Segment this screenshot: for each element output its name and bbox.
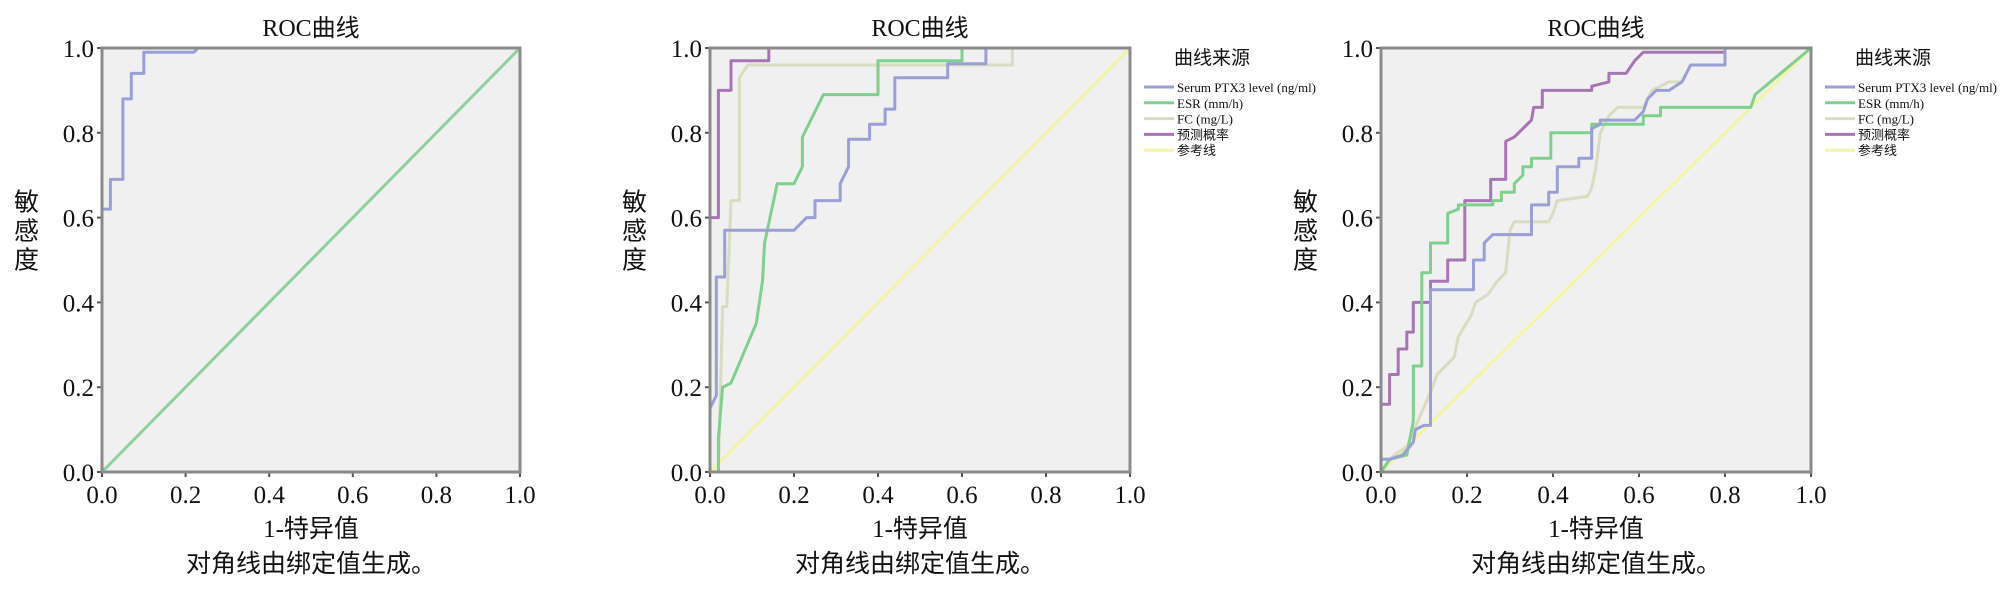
y-tick-label: 0.8 (1342, 121, 1373, 148)
y-tick-label: 0.4 (671, 290, 703, 317)
chart-title: ROC曲线 (262, 15, 359, 42)
legend-label: 参考线 (1858, 143, 1897, 158)
y-tick-label: 0.2 (1342, 375, 1373, 402)
plot-frame (100, 46, 522, 474)
roc-chart-2: ROC曲线 0.0 0.2 0.4 0.6 0.8 1.0 0.0 0.2 0.4 0.6 0.8 1.… (619, 15, 1317, 578)
x-tick-label: 0.0 (694, 482, 725, 509)
legend-label: 参考线 (1177, 143, 1216, 158)
footnote: 对角线由绑定值生成。 (186, 550, 436, 578)
x-tick-label: 1.0 (1114, 482, 1145, 509)
roc-series-- (708, 46, 1132, 474)
roc-chart-1: ROC曲线 0.0 0.2 0.4 0.6 0.8 1.0 0.0 0.2 0.4 0.6 0.8 1.… (11, 15, 536, 578)
x-axis-label: 1-特异值 (872, 515, 968, 543)
roc-series-series-0 (100, 46, 520, 472)
footnote: 对角线由绑定值生成。 (1471, 550, 1721, 578)
x-tick-label: 0.8 (1030, 482, 1061, 509)
y-tick-label: 0.6 (1342, 206, 1373, 233)
legend: 曲线来源 Serum PTX3 level (ng/ml)ESR (mm/h)FC… (1144, 47, 1316, 158)
roc-chart-3: ROC曲线 0.0 0.2 0.4 0.6 0.8 1.0 0.0 0.2 0.4 0.6 0.8 1.… (1290, 15, 1998, 578)
x-tick-label: 0.6 (946, 482, 977, 509)
x-tick-label: 0.6 (1623, 482, 1654, 509)
legend-label: FC (mg/L) (1858, 112, 1914, 127)
y-tick-label: 1.0 (63, 36, 94, 63)
legend-label: FC (mg/L) (1177, 112, 1233, 127)
y-tick-label: 0.4 (1342, 290, 1374, 317)
legend-label: 预测概率 (1858, 127, 1910, 142)
legend-label: 预测概率 (1177, 127, 1229, 142)
y-tick-label: 0.2 (671, 375, 702, 402)
legend-title: 曲线来源 (1855, 47, 1931, 69)
y-tick-label: 0.0 (671, 460, 702, 487)
y-tick-label: 0.2 (63, 375, 94, 402)
legend-label: ESR (mm/h) (1177, 96, 1243, 111)
legend-title: 曲线来源 (1174, 47, 1250, 69)
x-tick-label: 0.2 (170, 482, 201, 509)
y-axis-label: 敏感度 (1290, 189, 1319, 276)
legend-label: Serum PTX3 level (ng/ml) (1177, 80, 1316, 95)
x-tick-label: 0.2 (1451, 482, 1482, 509)
y-tick-label: 0.8 (63, 121, 94, 148)
y-tick-label: 0.8 (671, 121, 702, 148)
x-tick-label: 0.8 (1709, 482, 1740, 509)
plot-frame (708, 46, 1132, 474)
roc-series-fc-mg-l- (716, 46, 1130, 473)
roc-series-esr-mm-h- (1379, 46, 1812, 473)
x-tick-label: 0.0 (86, 482, 117, 509)
x-tick-label: 0.8 (421, 482, 452, 509)
x-tick-label: 0.2 (778, 482, 809, 509)
legend-label: ESR (mm/h) (1858, 96, 1924, 111)
chart-title: ROC曲线 (871, 15, 968, 42)
roc-series-fc-mg-l- (1379, 46, 1811, 473)
legend: 曲线来源 Serum PTX3 level (ng/ml)ESR (mm/h)FC… (1825, 47, 1997, 158)
roc-series-serum-ptx3-level-ng-ml- (708, 46, 1130, 472)
y-tick-label: 0.6 (671, 206, 702, 233)
x-tick-label: 0.4 (862, 482, 894, 509)
y-axis-label: 敏感度 (11, 189, 40, 276)
roc-series-esr-mm-h- (716, 46, 1130, 472)
roc-series-- (1379, 46, 1813, 474)
footnote: 对角线由绑定值生成。 (795, 550, 1045, 578)
x-tick-label: 0.6 (337, 482, 368, 509)
x-tick-label: 0.0 (1365, 482, 1396, 509)
roc-series-serum-ptx3-level-ng-ml- (1379, 46, 1811, 472)
y-tick-label: 0.0 (63, 460, 94, 487)
roc-series-series-1 (100, 46, 522, 474)
x-tick-label: 0.4 (1537, 482, 1569, 509)
chart-title: ROC曲线 (1547, 15, 1644, 42)
y-tick-label: 1.0 (1342, 36, 1373, 63)
y-tick-label: 0.6 (63, 206, 94, 233)
y-tick-label: 0.4 (63, 290, 95, 317)
x-axis-label: 1-特异值 (1548, 515, 1644, 543)
y-axis-label: 敏感度 (619, 189, 648, 276)
legend-label: Serum PTX3 level (ng/ml) (1858, 80, 1997, 95)
plot-frame (1379, 46, 1813, 474)
x-tick-label: 1.0 (504, 482, 535, 509)
roc-series-- (1379, 46, 1811, 472)
x-tick-label: 0.4 (254, 482, 286, 509)
x-tick-label: 1.0 (1795, 482, 1826, 509)
y-tick-label: 1.0 (671, 36, 702, 63)
roc-series-- (708, 46, 1130, 472)
x-axis-label: 1-特异值 (263, 515, 359, 543)
y-tick-label: 0.0 (1342, 460, 1373, 487)
